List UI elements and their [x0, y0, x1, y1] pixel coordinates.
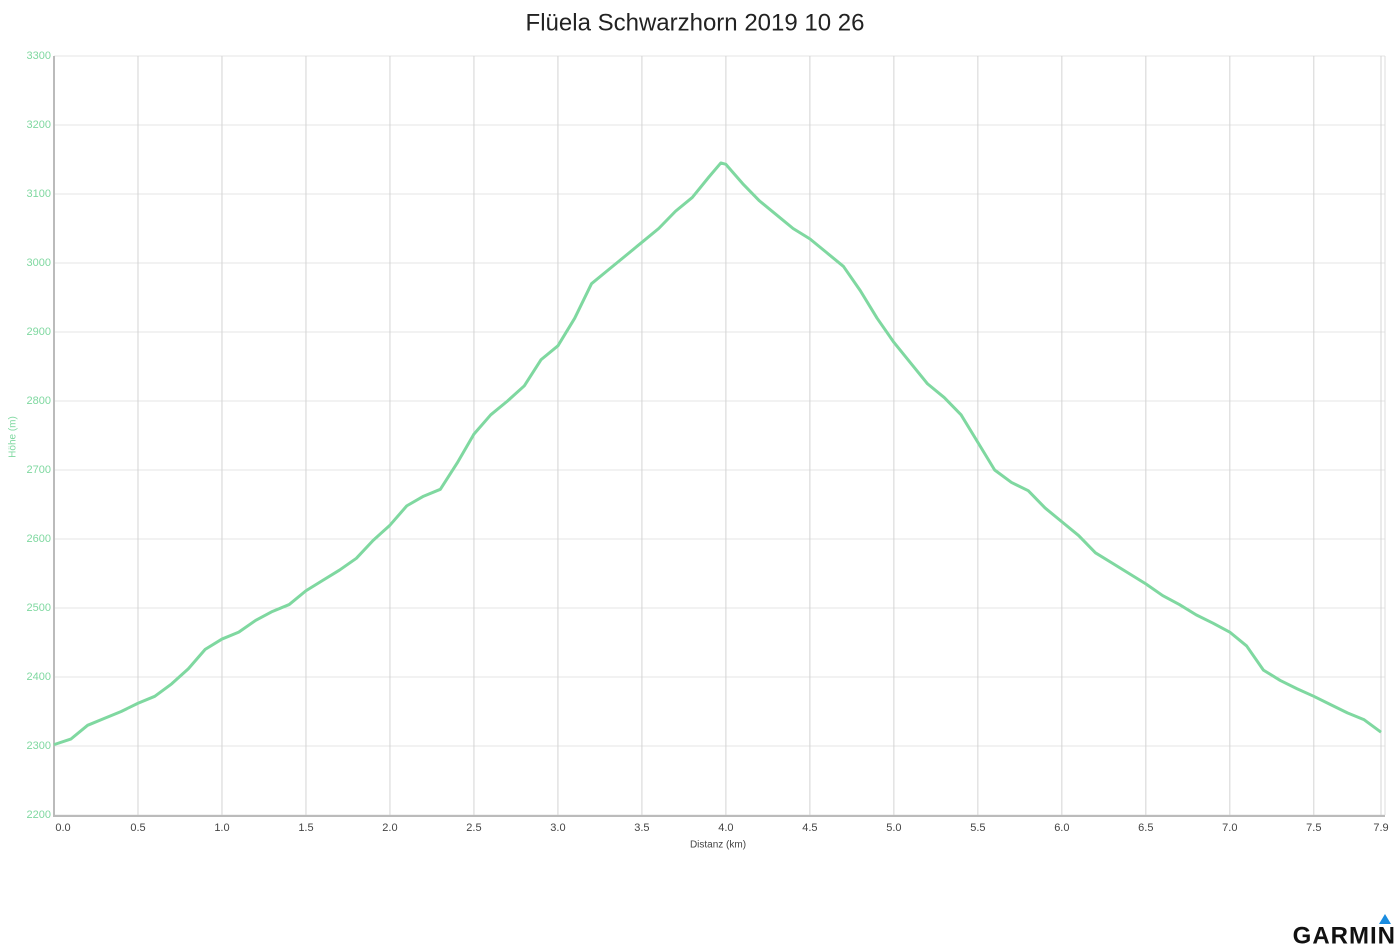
y-tick-label: 2800 [27, 395, 51, 407]
x-tick-label: 4.0 [718, 822, 733, 834]
y-tick-label: 3200 [27, 119, 51, 131]
x-tick-label: 7.0 [1222, 822, 1237, 834]
x-tick-label: 5.5 [970, 822, 985, 834]
y-tick-label: 3300 [27, 50, 51, 62]
logo-mark [1379, 914, 1391, 924]
x-tick-label: 6.0 [1054, 822, 1069, 834]
x-tick-label: 6.5 [1138, 822, 1153, 834]
x-tick-label: 7.5 [1306, 822, 1321, 834]
y-tick-label: 2300 [27, 740, 51, 752]
y-tick-label: 2500 [27, 602, 51, 614]
x-tick-label: 3.5 [634, 822, 649, 834]
x-tick-label: 7.9 [1373, 822, 1388, 834]
x-tick-label: 2.5 [466, 822, 481, 834]
y-tick-label: 2700 [27, 464, 51, 476]
y-tick-label: 2400 [27, 671, 51, 683]
y-tick-label: 3100 [27, 188, 51, 200]
elevation-line [53, 161, 1382, 747]
x-tick-label: 1.0 [214, 822, 229, 834]
chart-title: Flüela Schwarzhorn 2019 10 26 [526, 9, 865, 36]
x-tick-label: 3.0 [550, 822, 565, 834]
x-tick-label: 2.0 [382, 822, 397, 834]
y-tick-label: 2900 [27, 326, 51, 338]
y-tick-label: 3000 [27, 257, 51, 269]
y-tick-label: 2600 [27, 533, 51, 545]
x-tick-label: 0.0 [55, 822, 70, 834]
logo: GARMIN [1293, 922, 1396, 947]
x-axis-label: Distanz (km) [690, 840, 746, 851]
x-tick-label: 4.5 [802, 822, 817, 834]
y-tick-label: 2200 [27, 809, 51, 821]
y-axis-label: Höhe (m) [8, 416, 19, 458]
x-tick-label: 1.5 [298, 822, 313, 834]
x-tick-label: 5.0 [886, 822, 901, 834]
x-tick-label: 0.5 [130, 822, 145, 834]
